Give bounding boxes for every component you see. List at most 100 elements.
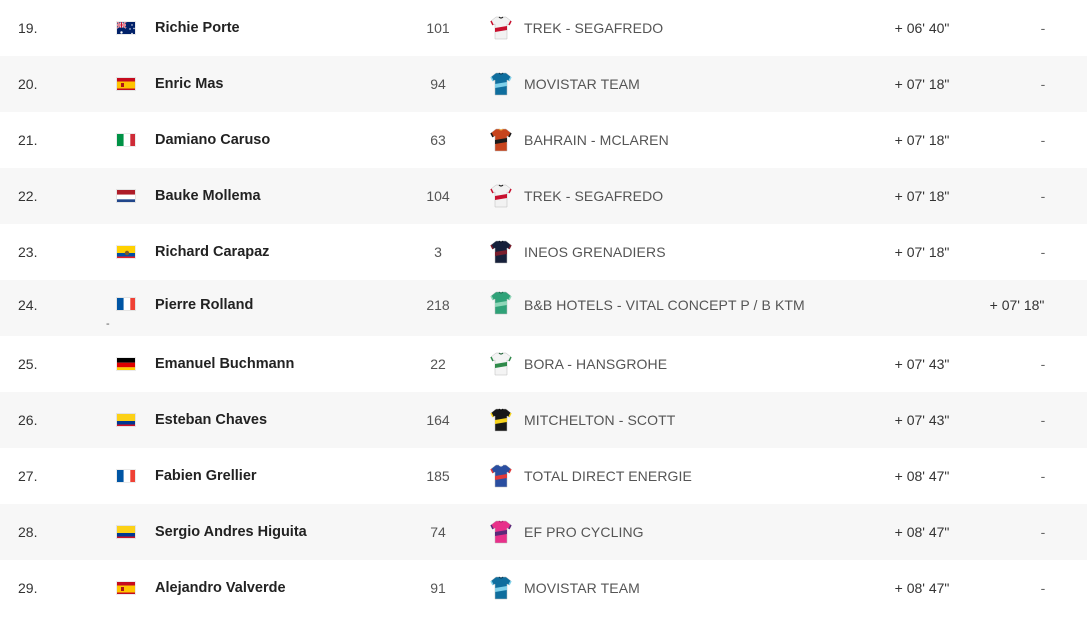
time-gap: + 06' 40" [894,20,950,36]
rank-cell: 23. [18,244,38,260]
netherlands-flag-icon [116,189,136,203]
team-jersey-icon [490,576,512,600]
time-gap: + 08' 47" [894,580,950,596]
team-name-link[interactable]: B&B HOTELS - VITAL CONCEPT P / B KTM [524,297,805,313]
table-row[interactable]: 23. Richard Carapaz 3 INEOS GRENADIERS +… [0,224,1087,280]
team-name-link[interactable]: MOVISTAR TEAM [524,580,640,596]
rank-cell: 19. [18,20,38,36]
bonus-cell: - [1040,132,1046,148]
germany-flag-icon [116,357,136,371]
bib-number: 218 [426,297,450,313]
team-name-link[interactable]: MITCHELTON - SCOTT [524,412,676,428]
australia-flag-icon [116,21,136,35]
team-jersey-icon [490,408,512,432]
rank-cell: 20. [18,76,38,92]
bib-number: 74 [430,524,446,540]
rider-name-link[interactable]: Enric Mas [155,76,224,92]
rank-cell: 25. [18,356,38,372]
table-row[interactable]: 25. Emanuel Buchmann 22 BORA - HANSGROHE… [0,336,1087,392]
bonus-cell: - [1040,188,1046,204]
time-gap: + 07' 18" [894,76,950,92]
table-row[interactable]: 24. Pierre Rolland 218 B&B HOTELS - VITA… [0,280,1087,336]
bib-number: 3 [434,244,442,260]
france-flag-icon [116,297,136,311]
bib-number: 104 [426,188,450,204]
rider-name-link[interactable]: Richie Porte [155,20,240,36]
bonus-cell: - [1040,20,1046,36]
table-row[interactable]: 26. Esteban Chaves 164 MITCHELTON - SCOT… [0,392,1087,448]
bib-number: 22 [430,356,446,372]
team-name-link[interactable]: BAHRAIN - MCLAREN [524,132,669,148]
rider-name-link[interactable]: Bauke Mollema [155,188,261,204]
table-row[interactable]: 27. Fabien Grellier 185 TOTAL DIRECT ENE… [0,448,1087,504]
team-jersey-icon [490,352,512,376]
team-jersey-icon [490,128,512,152]
team-jersey-icon [490,16,512,40]
bonus-cell: - [1040,76,1046,92]
rank-cell: 27. [18,468,38,484]
bonus-cell: - [1040,412,1046,428]
table-row[interactable]: 20. Enric Mas 94 MOVISTAR TEAM + 07' 18"… [0,56,1087,112]
rider-name-link[interactable]: Emanuel Buchmann [155,356,295,372]
bonus-cell: - [1040,468,1046,484]
time-gap: + 07' 43" [894,412,950,428]
bib-number: 185 [426,468,450,484]
rider-name-link[interactable]: Alejandro Valverde [155,580,286,596]
bonus-cell: - [1040,580,1046,596]
table-row[interactable]: 21. Damiano Caruso 63 BAHRAIN - MCLAREN … [0,112,1087,168]
bib-number: 63 [430,132,446,148]
time-gap: + 07' 18" [894,188,950,204]
rank-cell: 22. [18,188,38,204]
rank-cell: 24. [18,297,38,313]
ecuador-flag-icon [116,245,136,259]
rider-name-link[interactable]: Pierre Rolland [155,297,254,313]
bib-number: 91 [430,580,446,596]
bib-number: 94 [430,76,446,92]
team-jersey-icon [490,464,512,488]
team-name-link[interactable]: MOVISTAR TEAM [524,76,640,92]
team-jersey-icon [490,72,512,96]
bonus-cell: - [1040,524,1046,540]
bib-number: 101 [426,20,450,36]
rank-cell: 29. [18,580,38,596]
team-name-link[interactable]: BORA - HANSGROHE [524,356,668,372]
team-name-link[interactable]: EF PRO CYCLING [524,524,644,540]
time-gap: + 07' 18" [894,132,950,148]
italy-flag-icon [116,133,136,147]
bib-number: 164 [426,412,450,428]
bonus-cell: - [1040,244,1046,260]
time-gap: + 07' 43" [894,356,950,372]
time-gap: + 08' 47" [894,524,950,540]
table-row[interactable]: 28. Sergio Andres Higuita 74 EF PRO CYCL… [0,504,1087,560]
team-name-link[interactable]: INEOS GRENADIERS [524,244,666,260]
team-jersey-icon [490,184,512,208]
spain-flag-icon [116,77,136,91]
team-jersey-icon [490,240,512,264]
colombia-flag-icon [116,413,136,427]
table-row[interactable]: 19. Richie Porte 101 TREK - SEGAFREDO + … [0,0,1087,56]
rank-cell: 28. [18,524,38,540]
rank-cell: 21. [18,132,38,148]
rider-name-link[interactable]: Sergio Andres Higuita [155,524,307,540]
time-gap: + 07' 18" [894,244,950,260]
stray-dash: - [106,318,110,330]
spain-flag-icon [116,581,136,595]
time-gap: + 08' 47" [894,468,950,484]
france-flag-icon [116,469,136,483]
team-name-link[interactable]: TREK - SEGAFREDO [524,20,664,36]
table-row[interactable]: 22. Bauke Mollema 104 TREK - SEGAFREDO +… [0,168,1087,224]
colombia-flag-icon [116,525,136,539]
rider-name-link[interactable]: Damiano Caruso [155,132,271,148]
bonus-cell: - [1040,356,1046,372]
rider-name-link[interactable]: Esteban Chaves [155,412,268,428]
team-jersey-icon [490,291,512,315]
table-row[interactable]: 29. Alejandro Valverde 91 MOVISTAR TEAM … [0,560,1087,616]
time-gap [870,277,974,333]
team-jersey-icon [490,520,512,544]
team-name-link[interactable]: TOTAL DIRECT ENERGIE [524,468,692,484]
team-name-link[interactable]: TREK - SEGAFREDO [524,188,664,204]
rider-name-link[interactable]: Richard Carapaz [155,244,270,260]
rank-cell: 26. [18,412,38,428]
rider-name-link[interactable]: Fabien Grellier [155,468,257,484]
